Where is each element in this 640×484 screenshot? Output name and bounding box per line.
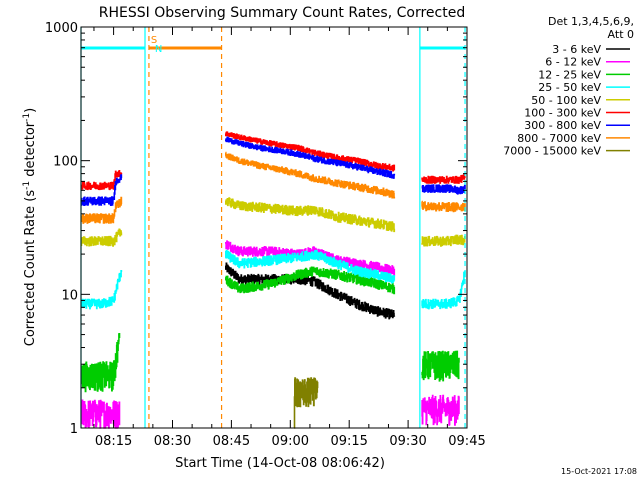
- series-2-segment-0: [80, 333, 121, 393]
- y-tick-label-1: 10: [61, 288, 78, 303]
- series-1-segment-1: [225, 240, 396, 277]
- series-2-segment-2: [421, 350, 460, 382]
- legend-entry-label-6: 300 - 800 keV: [524, 119, 601, 132]
- series-2: [80, 266, 460, 393]
- series-8-segment-0: [293, 377, 319, 429]
- series-7-segment-0: [80, 196, 123, 224]
- legend-header-line1: Det 1,3,4,5,6,9,: [548, 15, 634, 28]
- legend-entry-label-7: 800 - 7000 keV: [517, 132, 601, 145]
- series-2-segment-1: [225, 266, 396, 295]
- flag-label-1: N: [155, 44, 162, 55]
- series-6-segment-2: [421, 184, 466, 195]
- series-1: [80, 240, 460, 429]
- legend-entry-label-1: 6 - 12 keV: [545, 56, 601, 69]
- series-1-segment-0: [80, 399, 121, 429]
- y-axis-label-sup2: -1: [22, 113, 32, 122]
- series-4: [80, 197, 466, 247]
- series-1-segment-2: [421, 394, 460, 426]
- series-6: [80, 136, 466, 206]
- x-tick-label-0: 08:15: [95, 434, 132, 449]
- series-3-segment-0: [80, 270, 123, 310]
- legend-entry-label-3: 25 - 50 keV: [538, 81, 601, 94]
- plot-frame: [80, 26, 468, 429]
- legend-header-line2: Att 0: [608, 28, 634, 41]
- series-4-segment-1: [225, 197, 396, 233]
- y-axis-label-mid: detector: [23, 121, 38, 181]
- series-5-segment-1: [225, 131, 396, 172]
- x-axis-label: Start Time (14-Oct-08 08:06:42): [175, 456, 385, 471]
- series-8: [293, 377, 319, 429]
- series-0: [225, 262, 396, 320]
- series-3-segment-2: [421, 270, 466, 310]
- x-tick-label-3: 09:00: [272, 434, 309, 449]
- chart-title: RHESSI Observing Summary Count Rates, Co…: [99, 5, 465, 21]
- y-axis-label: Corrected Count Rate (s-1 detector-1): [22, 108, 38, 346]
- series-7-segment-1: [225, 151, 396, 199]
- y-axis-label-sup1: -1: [22, 181, 32, 190]
- series-6-segment-0: [80, 174, 123, 206]
- series-3-segment-1: [225, 249, 396, 284]
- flag-label-0: S: [151, 35, 157, 46]
- x-tick-label-6: 09:45: [448, 434, 485, 449]
- series-5-segment-2: [421, 174, 466, 184]
- series-4-segment-0: [80, 228, 123, 247]
- legend-entry-label-8: 7000 - 15000 keV: [503, 145, 601, 158]
- x-tick-label-4: 09:15: [330, 434, 367, 449]
- y-tick-label-0: 1: [70, 422, 78, 437]
- series-0-segment-0: [225, 262, 396, 320]
- legend-entry-label-5: 100 - 300 keV: [524, 107, 601, 120]
- series-6-segment-1: [225, 136, 396, 179]
- axis-layer: 08:15 08:30 08:45 09:00 09:15 09:30 09:45 1 10 10…: [45, 21, 486, 449]
- y-axis-label-end: ): [23, 108, 38, 113]
- y-tick-label-2: 100: [53, 155, 78, 170]
- x-tick-label-2: 08:45: [213, 434, 250, 449]
- series-7-segment-2: [421, 200, 466, 213]
- x-tick-label-1: 08:30: [154, 434, 191, 449]
- series-4-segment-2: [421, 234, 466, 247]
- y-axis-label-main: Corrected Count Rate (s: [23, 190, 38, 347]
- legend-entry-label-4: 50 - 100 keV: [531, 94, 601, 107]
- series-layer: [80, 131, 466, 429]
- y-tick-label-3: 1000: [45, 21, 78, 36]
- legend-entry-label-2: 12 - 25 keV: [538, 68, 601, 81]
- series-3: [80, 249, 466, 310]
- x-tick-label-5: 09:30: [389, 434, 426, 449]
- legend-entry-label-0: 3 - 6 keV: [552, 43, 601, 56]
- series-7: [80, 151, 466, 224]
- footer-date: 15-Oct-2021 17:08: [561, 467, 637, 476]
